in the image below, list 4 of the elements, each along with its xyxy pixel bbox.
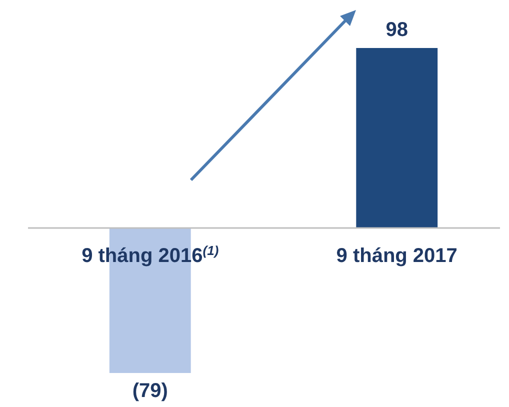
data-label: (79) bbox=[132, 380, 168, 402]
x-tick-label: 9 tháng 2016$^{(1)}$ bbox=[82, 242, 219, 267]
data-label: 98 bbox=[386, 19, 408, 41]
x-tick-label: 9 tháng 2017 bbox=[336, 244, 458, 267]
